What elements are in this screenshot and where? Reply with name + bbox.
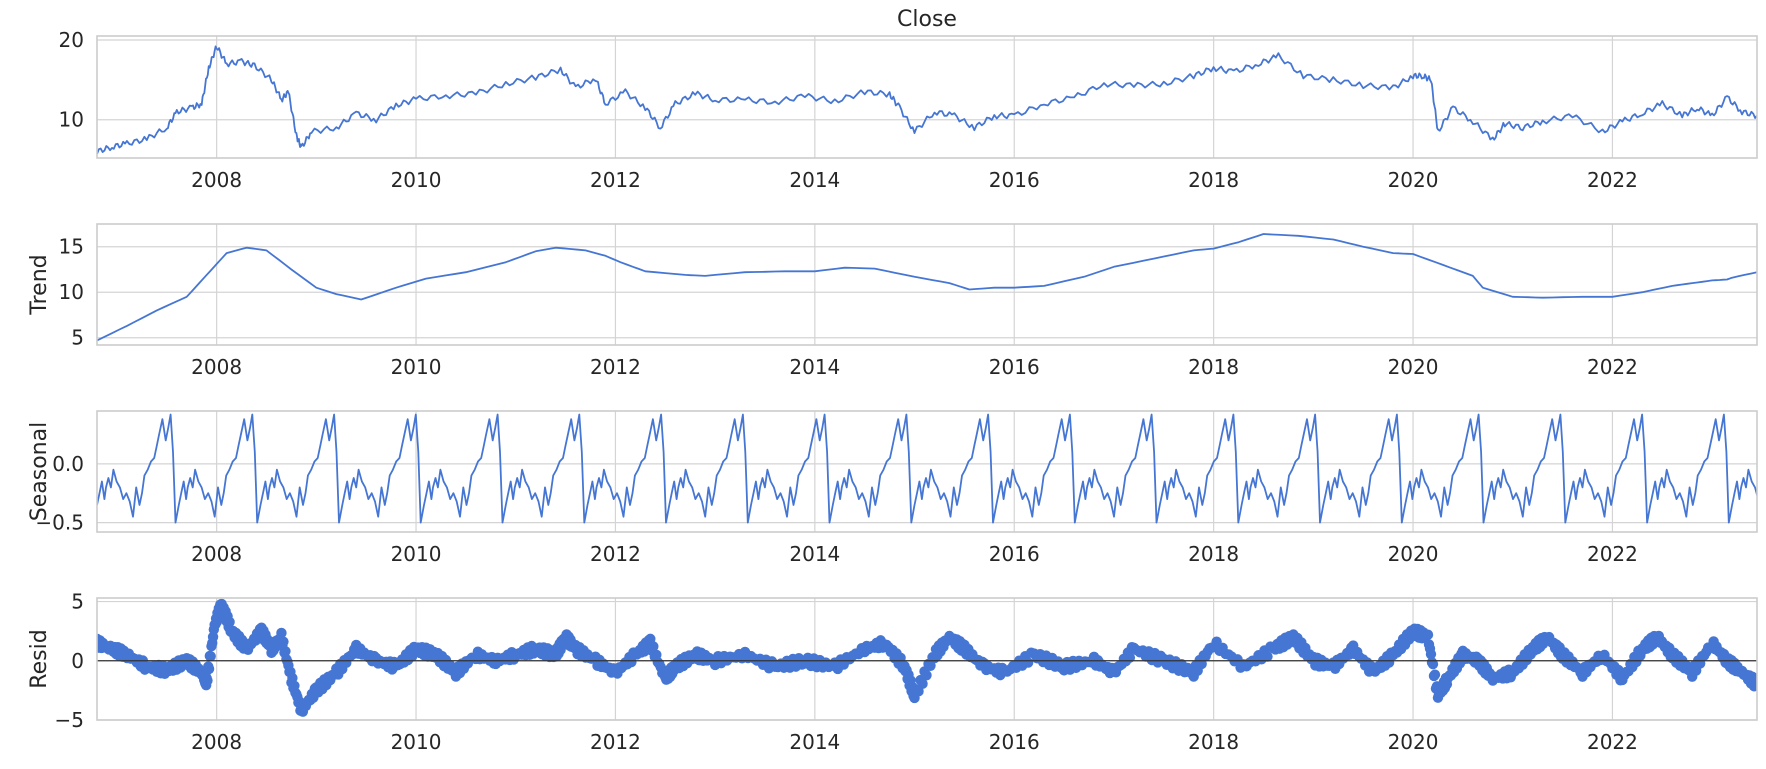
y-axis-label: Seasonal: [27, 422, 52, 521]
resid-point: [205, 651, 216, 662]
y-tick-label: 20: [59, 28, 84, 52]
x-tick-label: 2020: [1388, 542, 1439, 566]
y-tick-label: 5: [71, 326, 84, 350]
x-tick-label: 2022: [1587, 730, 1638, 754]
x-tick-label: 2008: [191, 168, 242, 192]
resid-point: [203, 663, 215, 675]
resid-point: [648, 641, 659, 652]
x-tick-label: 2018: [1188, 542, 1239, 566]
x-tick-label: 2016: [989, 542, 1040, 566]
panel-2: 2008 2010 2012 2014 2016 2018 2020 2022 5 10 15 Tre…: [27, 223, 1758, 379]
x-tick-label: 2018: [1188, 730, 1239, 754]
resid-point: [1427, 658, 1439, 670]
resid-point: [278, 636, 289, 647]
y-tick-label: 10: [59, 280, 84, 304]
x-tick-label: 2012: [590, 355, 641, 379]
y-tick-label: 10: [59, 108, 84, 132]
x-tick-label: 2012: [590, 730, 641, 754]
resid-point: [1422, 629, 1434, 640]
x-tick-label: 2008: [191, 542, 242, 566]
x-tick-label: 2014: [789, 730, 840, 754]
x-tick-label: 2008: [191, 730, 242, 754]
panel-3: 2008 2010 2012 2014 2016 2018 2020 2022 −0.5 0.0S…: [27, 410, 1758, 566]
resid-point: [921, 670, 932, 681]
axes-frame: [96, 35, 1758, 159]
x-tick-label: 2022: [1587, 355, 1638, 379]
resid-point: [1425, 648, 1437, 660]
x-tick-label: 2008: [191, 355, 242, 379]
y-tick-label: 5: [71, 590, 84, 614]
resid-point: [276, 627, 287, 639]
axes-frame: [96, 597, 1758, 721]
x-tick-label: 2014: [789, 542, 840, 566]
y-tick-label: −5: [55, 708, 84, 732]
y-tick-label: 0: [71, 649, 84, 673]
x-tick-label: 2018: [1188, 168, 1239, 192]
x-tick-label: 2022: [1587, 168, 1638, 192]
x-tick-label: 2016: [989, 168, 1040, 192]
x-tick-label: 2014: [789, 168, 840, 192]
x-tick-label: 2018: [1188, 355, 1239, 379]
resid-point: [1429, 669, 1441, 680]
y-tick-label: 15: [59, 235, 84, 259]
panel-4: 2008 2010 2012 2014 2016 2018 2020 2022 −5 0 5 Resi…: [27, 590, 1758, 754]
x-tick-label: 2016: [989, 355, 1040, 379]
x-tick-label: 2010: [391, 168, 442, 192]
y-tick-label: 0.0: [52, 452, 84, 476]
x-tick-label: 2010: [391, 542, 442, 566]
resid-point: [1022, 657, 1034, 668]
series-line: [97, 233, 1757, 342]
x-tick-label: 2012: [590, 168, 641, 192]
y-axis-label: Resid: [27, 629, 52, 688]
x-tick-label: 2022: [1587, 542, 1638, 566]
x-tick-label: 2020: [1388, 730, 1439, 754]
y-axis-label: Trend: [27, 254, 52, 315]
panel-1: 2008 2010 2012 2014 2016 2018 2020 2022 10 20 Clos…: [59, 7, 1758, 192]
x-tick-label: 2010: [391, 730, 442, 754]
axes-frame: [96, 410, 1758, 533]
x-tick-label: 2012: [590, 542, 641, 566]
resid-point: [1262, 651, 1273, 662]
axes-frame: [96, 223, 1758, 346]
resid-point: [925, 660, 936, 671]
resid-point: [626, 656, 637, 668]
x-tick-label: 2010: [391, 355, 442, 379]
resid-point: [280, 646, 291, 657]
x-tick-label: 2020: [1388, 355, 1439, 379]
series-line: [97, 413, 1757, 524]
resid-point: [917, 678, 928, 690]
y-tick-label: −0.5: [35, 511, 84, 535]
panel-title: Close: [897, 7, 957, 32]
x-tick-label: 2016: [989, 730, 1040, 754]
resid-point: [1751, 679, 1757, 690]
x-tick-label: 2020: [1388, 168, 1439, 192]
resid-point: [224, 616, 235, 628]
resid-point: [202, 675, 213, 686]
x-tick-label: 2014: [789, 355, 840, 379]
series-line: [97, 45, 1757, 155]
